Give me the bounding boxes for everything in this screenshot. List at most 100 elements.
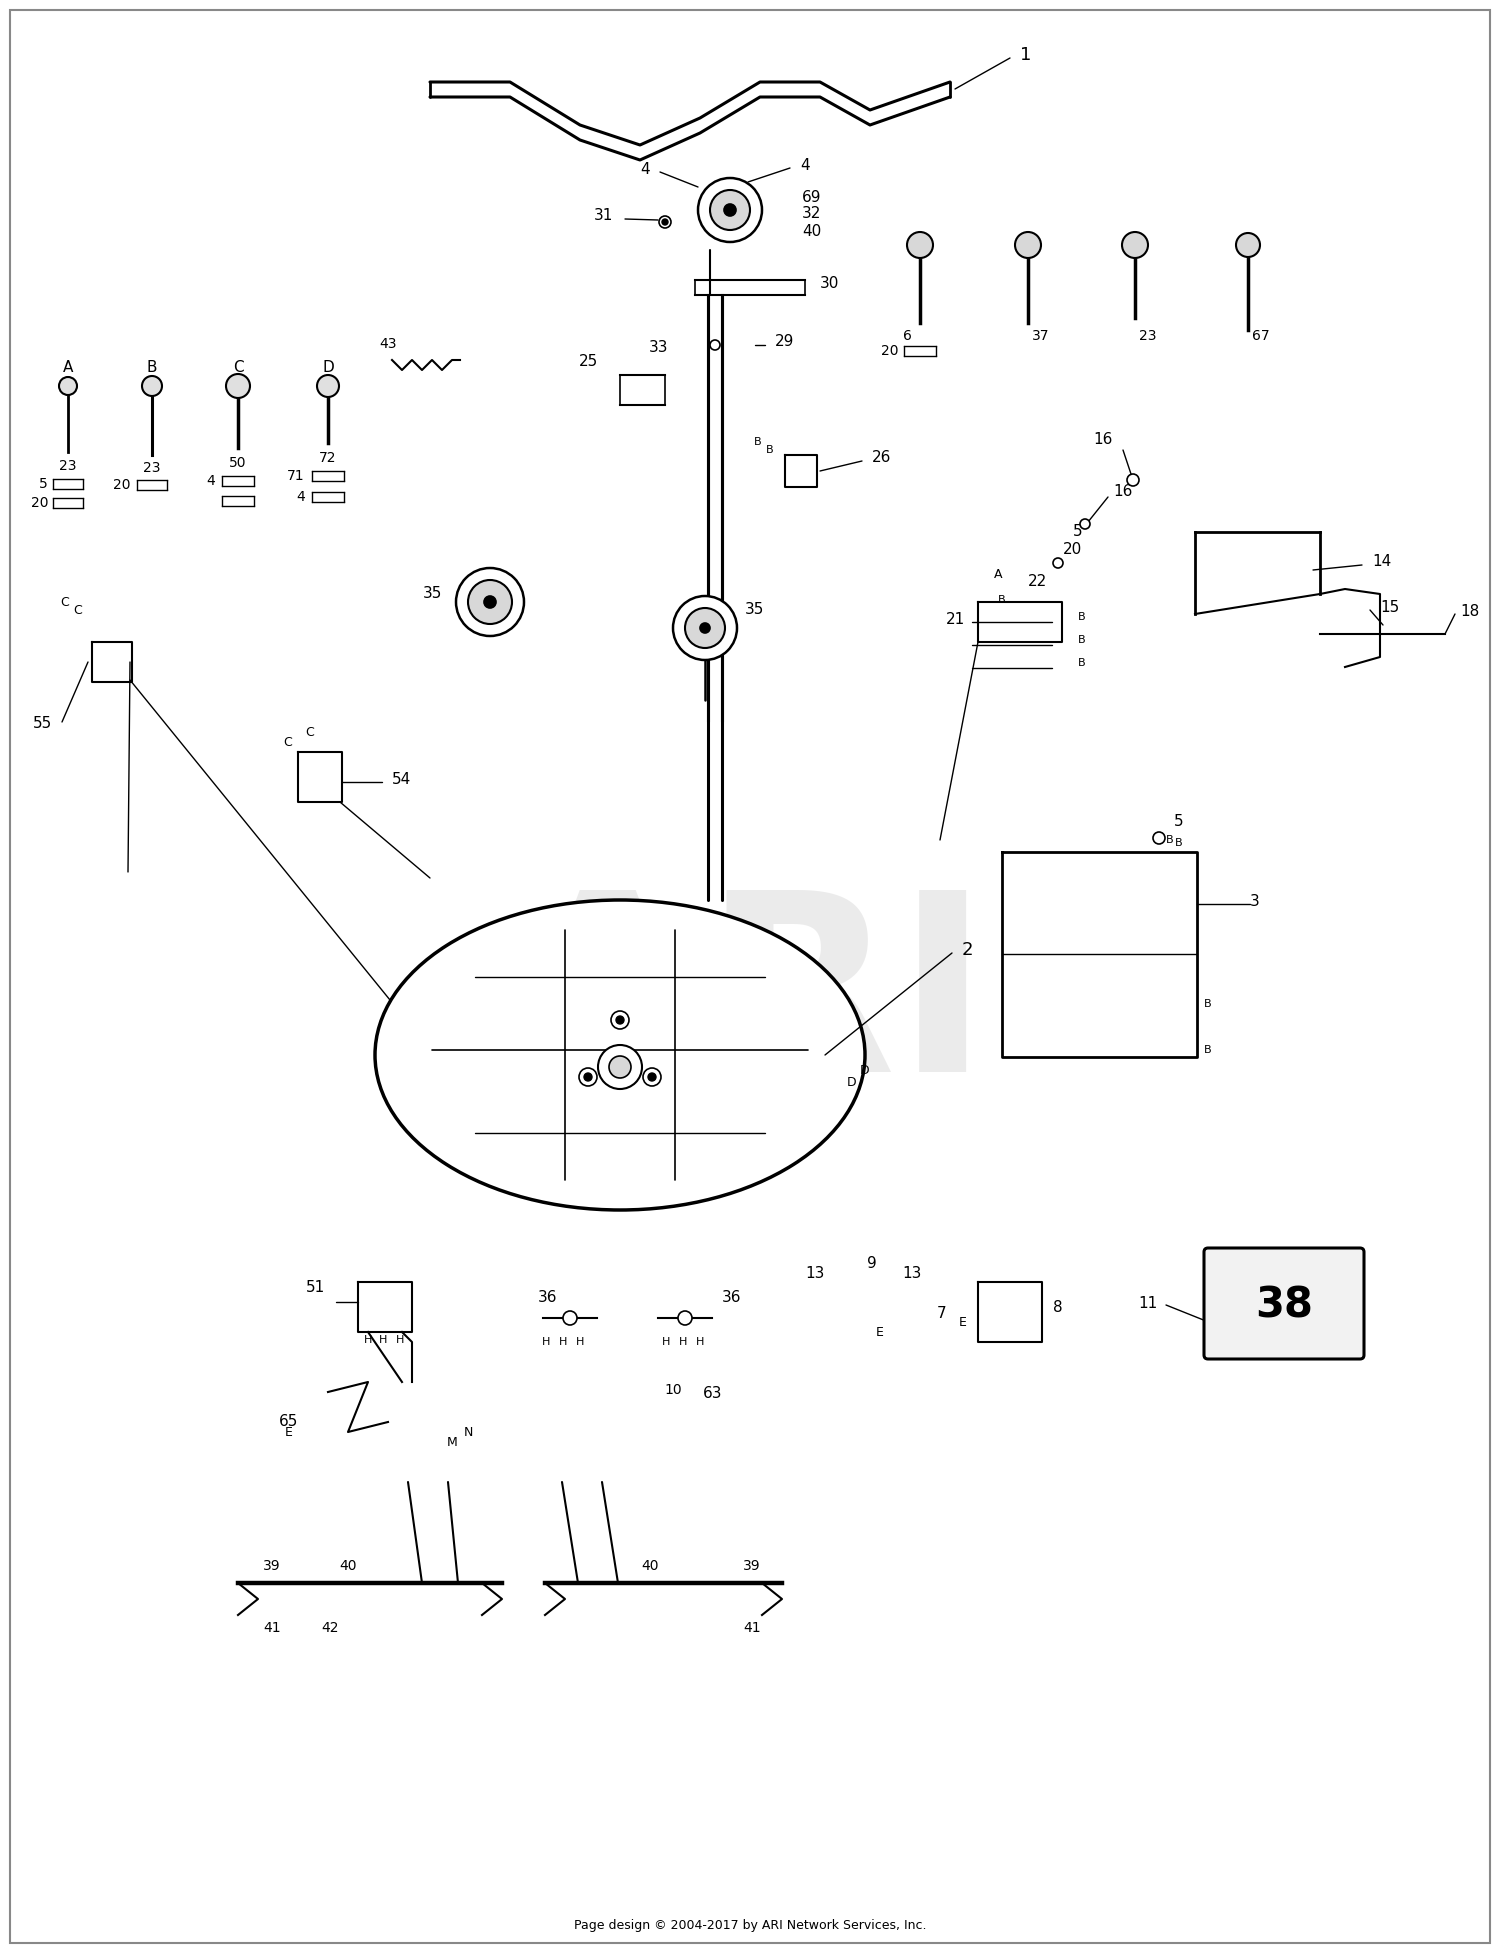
Text: 40: 40 bbox=[802, 223, 822, 238]
Text: 21: 21 bbox=[945, 613, 964, 627]
Circle shape bbox=[484, 596, 496, 607]
Text: Page design © 2004-2017 by ARI Network Services, Inc.: Page design © 2004-2017 by ARI Network S… bbox=[573, 1918, 926, 1932]
Text: 37: 37 bbox=[1032, 328, 1050, 344]
Text: E: E bbox=[958, 1316, 968, 1330]
Circle shape bbox=[662, 219, 668, 225]
Circle shape bbox=[700, 623, 709, 633]
Text: 54: 54 bbox=[392, 773, 411, 787]
Circle shape bbox=[226, 375, 251, 398]
Text: B: B bbox=[766, 445, 774, 455]
Text: A: A bbox=[63, 361, 74, 375]
Circle shape bbox=[610, 1012, 628, 1029]
Text: H: H bbox=[380, 1336, 387, 1346]
Text: 9: 9 bbox=[867, 1256, 877, 1271]
Text: B: B bbox=[754, 437, 762, 447]
Circle shape bbox=[468, 580, 512, 625]
Text: 42: 42 bbox=[321, 1621, 339, 1635]
Text: C: C bbox=[74, 605, 82, 617]
Circle shape bbox=[678, 1310, 692, 1324]
Text: 32: 32 bbox=[802, 207, 822, 221]
Text: 36: 36 bbox=[538, 1289, 558, 1305]
Text: 5: 5 bbox=[1072, 525, 1083, 539]
Circle shape bbox=[686, 607, 724, 648]
Text: B: B bbox=[1078, 658, 1086, 668]
Circle shape bbox=[316, 375, 339, 396]
Circle shape bbox=[456, 568, 524, 637]
Text: 20: 20 bbox=[1064, 543, 1083, 557]
Circle shape bbox=[1126, 475, 1138, 486]
Circle shape bbox=[1122, 232, 1148, 258]
Text: H: H bbox=[680, 1338, 687, 1348]
Circle shape bbox=[579, 1068, 597, 1086]
Text: 30: 30 bbox=[821, 275, 840, 291]
Text: 4: 4 bbox=[206, 475, 214, 488]
Text: 33: 33 bbox=[648, 340, 668, 355]
Text: 25: 25 bbox=[579, 355, 598, 369]
Text: H: H bbox=[1023, 236, 1034, 250]
Text: 13: 13 bbox=[903, 1266, 921, 1281]
Text: 35: 35 bbox=[746, 602, 765, 617]
Text: 31: 31 bbox=[594, 209, 613, 223]
Text: H: H bbox=[560, 1338, 567, 1348]
Text: D: D bbox=[322, 361, 334, 375]
Circle shape bbox=[142, 377, 162, 396]
Text: 43: 43 bbox=[380, 338, 396, 352]
Text: H: H bbox=[542, 1338, 550, 1348]
Text: 23: 23 bbox=[60, 459, 76, 473]
Text: B: B bbox=[1078, 611, 1086, 621]
Text: 35: 35 bbox=[423, 586, 442, 602]
Text: ARI: ARI bbox=[510, 883, 990, 1125]
Circle shape bbox=[1053, 559, 1064, 568]
Text: B: B bbox=[1078, 635, 1086, 644]
Text: D: D bbox=[859, 1064, 870, 1076]
Ellipse shape bbox=[375, 900, 866, 1211]
Text: 67: 67 bbox=[1252, 328, 1270, 344]
Circle shape bbox=[698, 178, 762, 242]
Text: B: B bbox=[1204, 1000, 1212, 1010]
Text: 10: 10 bbox=[664, 1383, 682, 1396]
FancyBboxPatch shape bbox=[1204, 1248, 1364, 1359]
Text: E: E bbox=[915, 236, 926, 250]
Text: C: C bbox=[284, 736, 292, 748]
Text: 50: 50 bbox=[230, 455, 246, 471]
Text: 15: 15 bbox=[1380, 600, 1400, 615]
Circle shape bbox=[609, 1057, 631, 1078]
Text: 40: 40 bbox=[339, 1558, 357, 1572]
Text: 14: 14 bbox=[1372, 555, 1392, 570]
Text: 51: 51 bbox=[306, 1279, 326, 1295]
Circle shape bbox=[658, 217, 670, 229]
Text: H: H bbox=[696, 1338, 703, 1348]
Circle shape bbox=[562, 1310, 578, 1324]
Text: 6: 6 bbox=[903, 328, 912, 344]
Circle shape bbox=[1080, 519, 1090, 529]
Text: B: B bbox=[998, 596, 1006, 605]
Circle shape bbox=[908, 232, 933, 258]
Text: 55: 55 bbox=[33, 715, 53, 730]
Text: 5: 5 bbox=[1174, 814, 1184, 830]
Text: 39: 39 bbox=[742, 1558, 760, 1572]
Text: 20: 20 bbox=[30, 496, 48, 510]
Text: 39: 39 bbox=[262, 1558, 280, 1572]
Text: 71: 71 bbox=[288, 469, 304, 482]
Text: A: A bbox=[993, 568, 1002, 580]
Text: M: M bbox=[447, 1435, 458, 1449]
Circle shape bbox=[710, 189, 750, 230]
Text: 23: 23 bbox=[1140, 328, 1156, 344]
Text: B: B bbox=[1166, 836, 1174, 846]
Text: 20: 20 bbox=[880, 344, 898, 357]
Text: H: H bbox=[364, 1336, 372, 1346]
Text: 7: 7 bbox=[938, 1305, 946, 1320]
Text: 72: 72 bbox=[320, 451, 336, 465]
Circle shape bbox=[710, 340, 720, 350]
Text: B: B bbox=[1204, 1045, 1212, 1055]
Text: 38: 38 bbox=[1256, 1283, 1312, 1326]
Circle shape bbox=[648, 1072, 656, 1082]
Text: 4: 4 bbox=[640, 162, 650, 176]
Text: 13: 13 bbox=[806, 1266, 825, 1281]
Text: 41: 41 bbox=[262, 1621, 280, 1635]
Text: 5: 5 bbox=[39, 477, 48, 490]
Text: 65: 65 bbox=[279, 1414, 298, 1430]
Text: 16: 16 bbox=[1113, 484, 1132, 500]
Text: 26: 26 bbox=[871, 451, 891, 465]
Text: 8: 8 bbox=[1053, 1301, 1062, 1316]
